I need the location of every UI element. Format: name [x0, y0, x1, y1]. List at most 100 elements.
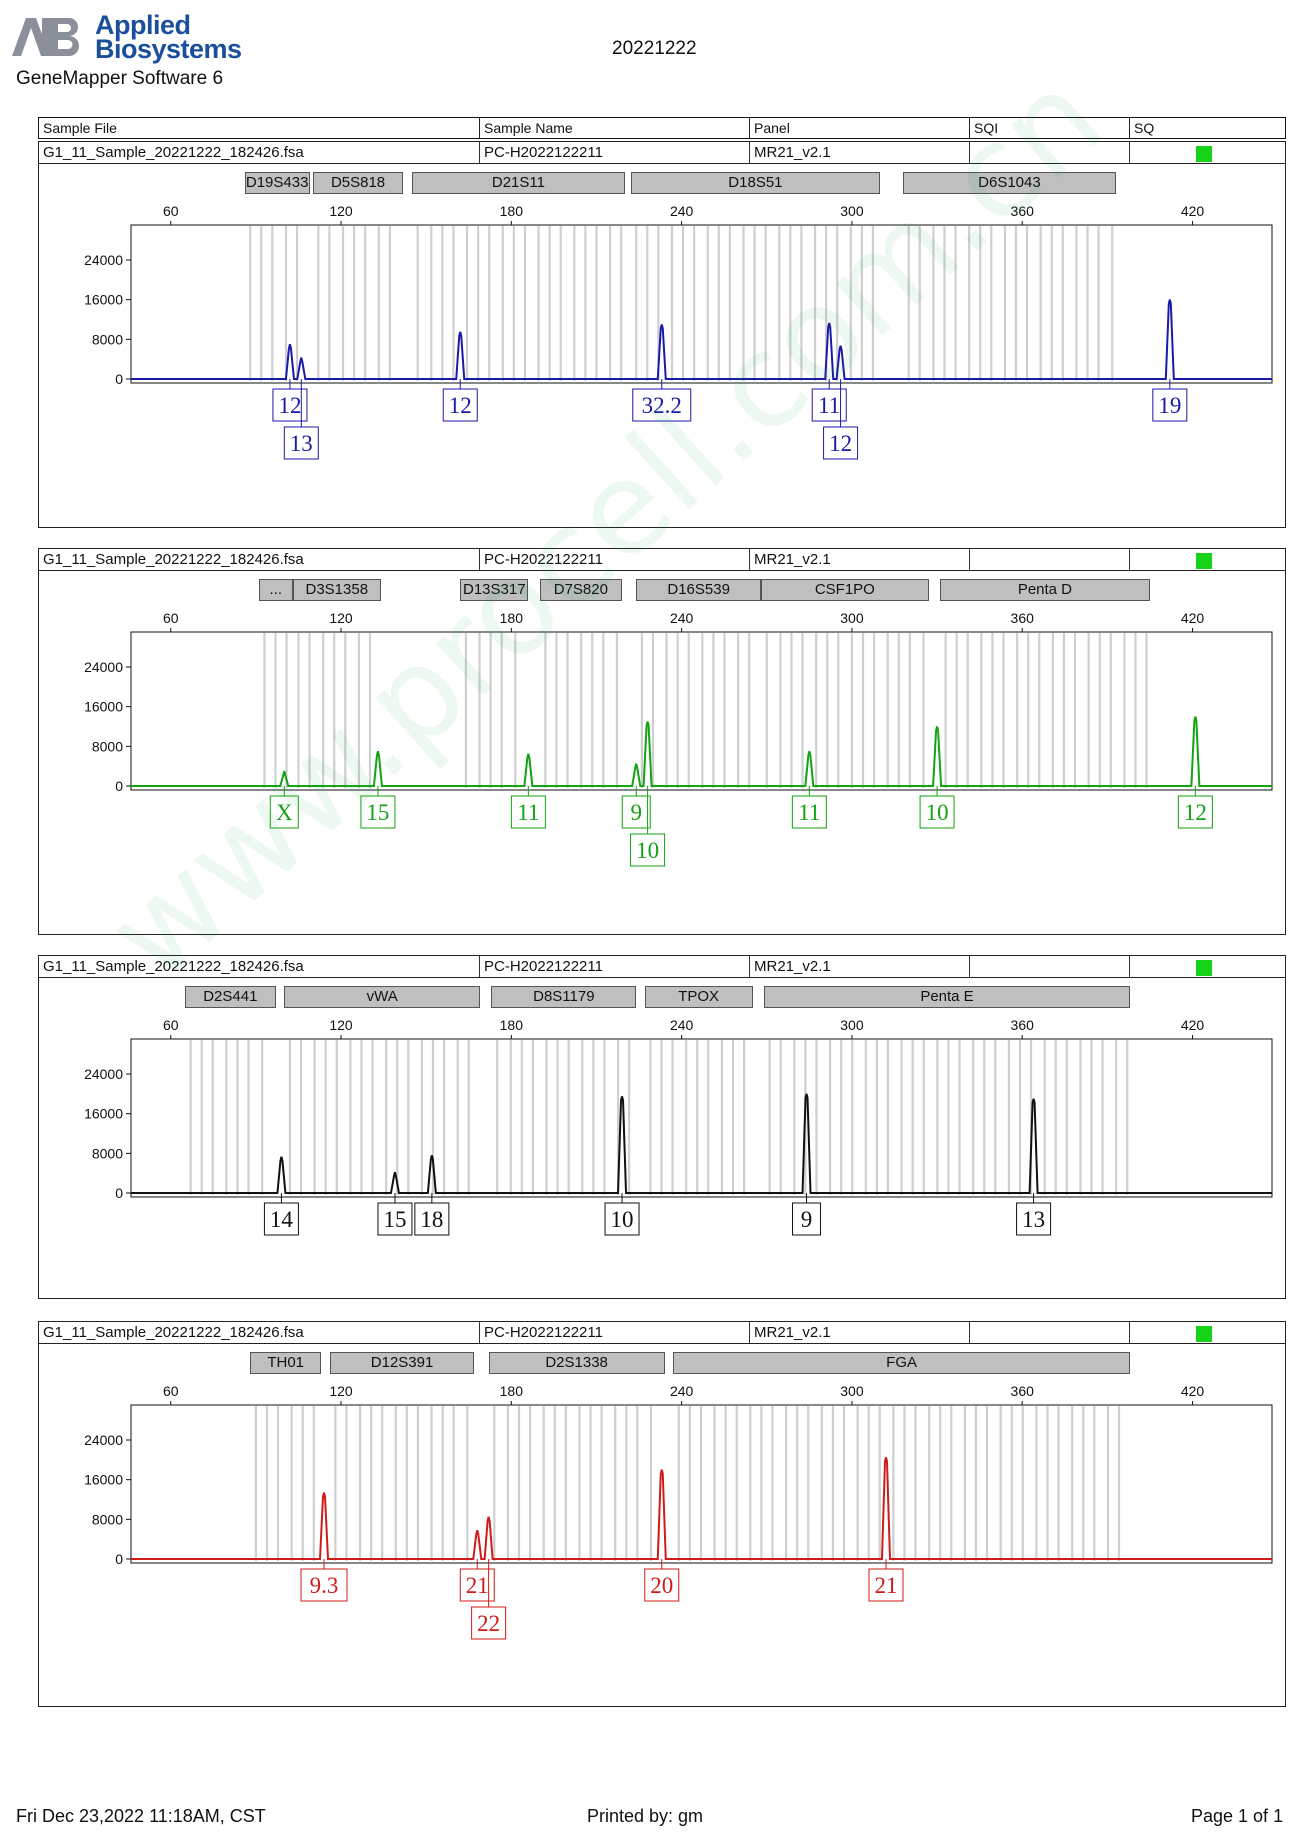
x-tick-label: 300: [840, 1383, 864, 1399]
sq-cell: [1129, 142, 1287, 163]
allele-call-18: 18: [414, 1193, 450, 1236]
marker-d2s441[interactable]: D2S441: [184, 986, 276, 1008]
marker-tpox[interactable]: TPOX: [644, 986, 753, 1008]
sample-name: PC-H2022122211: [479, 549, 749, 570]
allele-call-19: 19: [1152, 379, 1188, 422]
marker-d8s1179[interactable]: D8S1179: [491, 986, 637, 1008]
sample-name: PC-H2022122211: [479, 956, 749, 977]
marker-csf1po[interactable]: CSF1PO: [761, 579, 929, 601]
column-sample-file: Sample File: [43, 120, 117, 136]
marker-d12s391[interactable]: D12S391: [329, 1352, 475, 1374]
panel-name: MR21_v2.1: [749, 142, 969, 163]
allele-label: 22: [477, 1611, 500, 1636]
y-tick-label: 8000: [92, 738, 123, 754]
x-tick-label: 120: [329, 1017, 353, 1033]
marker-d18s51[interactable]: D18S51: [630, 172, 881, 194]
allele-label: 15: [366, 800, 389, 825]
column-header-row: Sample File Sample Name Panel SQI SQ: [38, 117, 1286, 139]
x-tick-label: 420: [1181, 610, 1205, 626]
sample-file: G1_11_Sample_20221222_182426.fsa: [43, 144, 304, 161]
y-tick-label: 16000: [84, 1472, 123, 1488]
y-tick-label: 8000: [92, 1511, 123, 1527]
sample-info-row: G1_11_Sample_20221222_182426.fsa PC-H2022…: [39, 142, 1285, 164]
allele-box: [919, 795, 955, 829]
marker-d21s11[interactable]: D21S11: [411, 172, 625, 194]
allele-label: 11: [818, 393, 840, 418]
allele-call-15: 15: [360, 786, 396, 829]
sample-panel-2: G1_11_Sample_20221222_182426.fsa PC-H2022…: [38, 548, 1286, 935]
y-tick-label: 24000: [84, 252, 123, 268]
marker-d19s433[interactable]: D19S433: [244, 172, 310, 194]
allele-call-11: 11: [791, 786, 827, 829]
marker-d16s539[interactable]: D16S539: [636, 579, 762, 601]
logo-text-applied: Applied: [95, 10, 191, 40]
electropherogram-plot: 60 120 180 240 300 360 420 0 8000 16000 24000 12 13 1…: [84, 203, 1273, 460]
marker-th01[interactable]: TH01: [250, 1352, 322, 1374]
marker-d6s1043[interactable]: D6S1043: [903, 172, 1116, 194]
x-tick-label: 360: [1011, 203, 1035, 219]
allele-call-12: 12: [272, 379, 308, 422]
allele-label: 9: [801, 1207, 813, 1232]
allele-label: 12: [278, 393, 301, 418]
allele-label: 11: [517, 800, 539, 825]
marker-d7s820[interactable]: D7S820: [539, 579, 622, 601]
marker-vwa[interactable]: vWA: [284, 986, 481, 1008]
x-tick-label: 60: [163, 1017, 179, 1033]
allele-label: 11: [798, 800, 820, 825]
electropherogram-plot: 60 120 180 240 300 360 420 0 8000 16000 24000 9.3 21…: [84, 1383, 1273, 1640]
allele-label: 32.2: [642, 393, 682, 418]
marker-d3s1358[interactable]: D3S1358: [292, 579, 381, 601]
allele-call-11: 11: [811, 379, 847, 422]
x-tick-label: 300: [840, 610, 864, 626]
allele-label: 10: [926, 800, 949, 825]
panel-name: MR21_v2.1: [749, 956, 969, 977]
marker-d5s818[interactable]: D5S818: [312, 172, 404, 194]
printed-by: Printed by: gm: [587, 1806, 704, 1826]
allele-label: 10: [611, 1207, 634, 1232]
allele-call-15: 15: [377, 1193, 413, 1236]
sqi-value: [969, 142, 1129, 163]
signal-trace: [131, 299, 1272, 380]
allele-box: [621, 795, 651, 829]
x-tick-label: 180: [500, 1383, 524, 1399]
x-tick-label: 180: [500, 1017, 524, 1033]
allele-box: [1016, 1202, 1052, 1236]
column-sq: SQ: [1129, 118, 1287, 138]
y-tick-label: 0: [115, 1551, 123, 1567]
allele-bins: [263, 633, 1148, 788]
allele-label: 9.3: [310, 1573, 339, 1598]
allele-call-12: 12: [1177, 786, 1213, 829]
allele-label: 13: [290, 431, 313, 456]
sq-cell: [1129, 1322, 1287, 1343]
x-tick-label: 240: [670, 610, 694, 626]
sample-info-row: G1_11_Sample_20221222_182426.fsa PC-H2022…: [39, 1322, 1285, 1344]
x-tick-label: 300: [840, 1017, 864, 1033]
sq-status-icon: [1196, 553, 1212, 569]
sqi-value: [969, 549, 1129, 570]
y-tick-label: 8000: [92, 1145, 123, 1161]
marker-d13s317[interactable]: D13S317: [460, 579, 529, 601]
marker-fga[interactable]: FGA: [673, 1352, 1131, 1374]
y-tick-label: 16000: [84, 699, 123, 715]
marker-d2s1338[interactable]: D2S1338: [488, 1352, 665, 1374]
signal-trace: [131, 1457, 1272, 1560]
plot-frame: [130, 1404, 1273, 1564]
allele-box: [360, 795, 396, 829]
marker-penta-e[interactable]: Penta E: [763, 986, 1131, 1008]
allele-call-X: X: [269, 786, 299, 829]
allele-label: 18: [420, 1207, 443, 1232]
allele-call-10: 10: [630, 786, 666, 867]
allele-box: [263, 1202, 299, 1236]
allele-label: 20: [650, 1573, 673, 1598]
allele-call-11: 11: [510, 786, 546, 829]
allele-label: 12: [449, 393, 472, 418]
sample-file: G1_11_Sample_20221222_182426.fsa: [43, 551, 304, 568]
allele-box: [377, 1202, 413, 1236]
allele-box: [604, 1202, 640, 1236]
marker--[interactable]: ...: [258, 579, 293, 601]
x-tick-label: 300: [840, 203, 864, 219]
allele-label: 21: [466, 1573, 489, 1598]
x-tick-label: 240: [670, 1383, 694, 1399]
marker-penta-d[interactable]: Penta D: [939, 579, 1150, 601]
panel-name: MR21_v2.1: [749, 549, 969, 570]
